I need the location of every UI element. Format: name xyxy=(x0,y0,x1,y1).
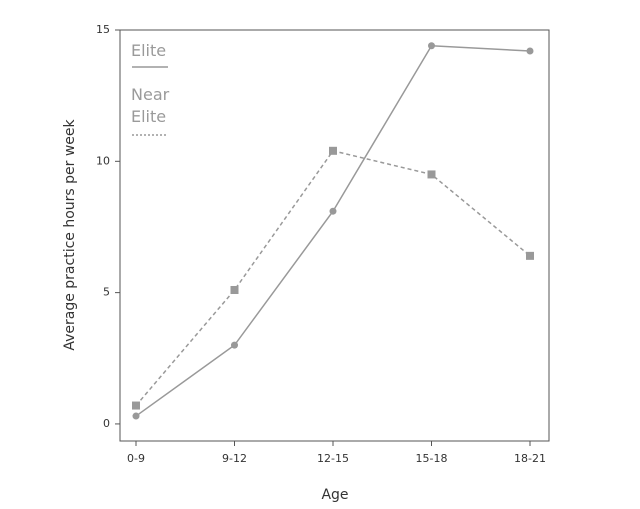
plot-frame xyxy=(119,29,550,442)
marker xyxy=(329,146,337,155)
x-tick-label: 18-21 xyxy=(514,452,546,465)
x-axis-label: Age xyxy=(321,487,348,503)
series-line xyxy=(135,44,531,417)
series-line xyxy=(135,149,531,407)
marker xyxy=(427,170,436,179)
x-tick-label: 15-18 xyxy=(416,452,448,465)
marker xyxy=(329,207,337,215)
legend-label: Elite xyxy=(131,41,167,60)
marker xyxy=(132,401,140,410)
y-tick-label: 15 xyxy=(96,23,110,36)
legend-label: Near Elite xyxy=(131,85,170,126)
y-tick-label: 10 xyxy=(96,154,110,167)
x-tick-label: 0-9 xyxy=(127,452,145,465)
marker xyxy=(230,285,239,294)
marker xyxy=(231,341,238,349)
marker xyxy=(132,412,140,420)
y-tick-label: 0 xyxy=(103,417,110,430)
x-tick-label: 12-15 xyxy=(317,452,349,465)
y-axis-label: Average practice hours per week xyxy=(62,118,78,350)
marker xyxy=(428,42,435,50)
marker xyxy=(526,47,534,55)
marker xyxy=(526,251,534,260)
x-tick-label: 9-12 xyxy=(222,452,247,465)
y-tick-label: 5 xyxy=(103,286,110,299)
